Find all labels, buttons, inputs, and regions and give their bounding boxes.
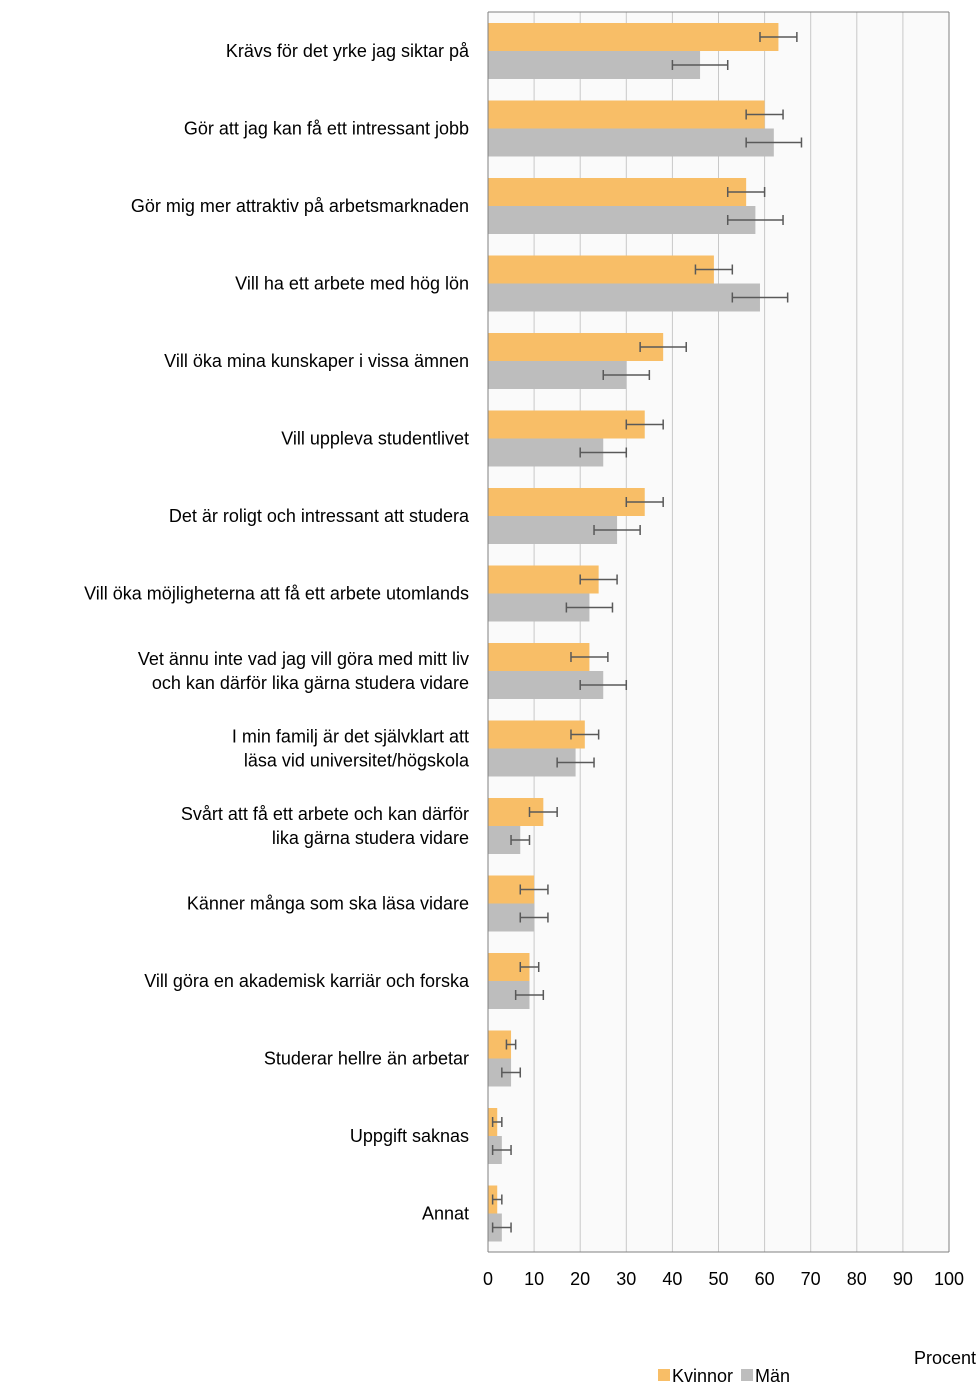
category-label: Vill uppleva studentlivet	[281, 429, 469, 449]
bar-man	[488, 1058, 512, 1087]
x-tick-label: 10	[524, 1269, 544, 1289]
bar-man	[488, 51, 701, 79]
legend-label: Kvinnor	[672, 1366, 733, 1386]
category-label: Uppgift saknas	[350, 1126, 469, 1146]
category-label: Gör mig mer attraktiv på arbetsmarknaden	[131, 196, 469, 216]
bar-kvinnor	[488, 178, 747, 206]
category-label: Vill öka möjligheterna att få ett arbete…	[84, 584, 469, 604]
bar-kvinnor	[488, 488, 645, 516]
x-tick-label: 0	[483, 1269, 493, 1289]
category-label: Annat	[422, 1204, 469, 1224]
category-label: Studerar hellre än arbetar	[264, 1049, 469, 1069]
x-tick-label: 90	[893, 1269, 913, 1289]
error-bars	[491, 32, 803, 1233]
legend: Kvinnor Män	[658, 1366, 790, 1386]
category-label: Vill göra en akademisk karriär och forsk…	[144, 971, 470, 991]
bar-kvinnor	[488, 333, 664, 361]
bar-man	[488, 206, 756, 234]
x-tick-labels: 0 10 20 30 40 50 60 70 80 90 100	[483, 1269, 964, 1289]
bars	[488, 23, 779, 1242]
x-tick-label: 70	[801, 1269, 821, 1289]
category-label: I min familj är det självklart att	[232, 727, 469, 747]
legend-swatch	[658, 1369, 670, 1381]
bar-kvinnor	[488, 100, 765, 129]
x-tick-label: 100	[934, 1269, 964, 1289]
bar-kvinnor	[488, 410, 645, 439]
legend-label: Män	[755, 1366, 790, 1386]
x-tick-label: 50	[708, 1269, 728, 1289]
category-label: Vill ha ett arbete med hög lön	[235, 274, 469, 294]
category-label: Det är roligt och intressant att studera	[169, 506, 470, 526]
bar-man	[488, 128, 774, 157]
category-label: Gör att jag kan få ett intressant jobb	[184, 119, 469, 139]
category-label: Känner många som ska läsa vidare	[187, 894, 469, 914]
bar-kvinnor	[488, 255, 714, 284]
bar-kvinnor	[488, 1030, 512, 1059]
bar-kvinnor	[488, 23, 779, 51]
category-labels: Krävs för det yrke jag siktar på Gör att …	[84, 41, 470, 1224]
bar-kvinnor	[488, 720, 585, 749]
x-tick-label: 80	[847, 1269, 867, 1289]
category-label: och kan därför lika gärna studera vidare	[152, 673, 469, 693]
x-tick-label: 60	[755, 1269, 775, 1289]
category-label: Vet ännu inte vad jag vill göra med mitt…	[138, 649, 469, 669]
x-tick-label: 40	[662, 1269, 682, 1289]
legend-swatch	[741, 1369, 754, 1381]
bar-man	[488, 283, 760, 312]
category-label: Krävs för det yrke jag siktar på	[226, 41, 470, 61]
category-label: lika gärna studera vidare	[272, 828, 469, 848]
x-tick-label: 30	[616, 1269, 636, 1289]
category-label: läsa vid universitet/högskola	[244, 751, 470, 771]
category-label: Vill öka mina kunskaper i vissa ämnen	[164, 351, 469, 371]
x-axis-title: Procent	[914, 1348, 976, 1368]
x-tick-label: 20	[570, 1269, 590, 1289]
category-label: Svårt att få ett arbete och kan därför	[181, 804, 469, 824]
